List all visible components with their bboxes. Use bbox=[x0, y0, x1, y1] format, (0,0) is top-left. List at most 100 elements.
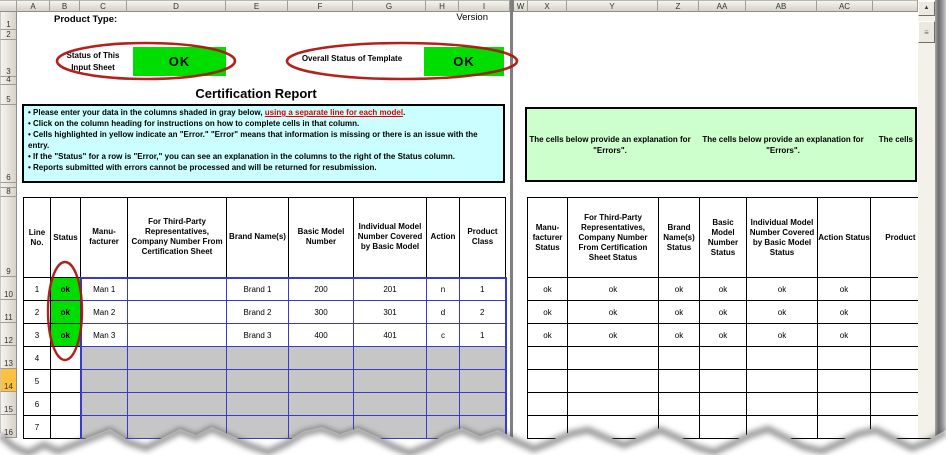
table-cell[interactable] bbox=[699, 369, 747, 393]
select-all-corner[interactable] bbox=[0, 0, 17, 12]
scroll-up-button[interactable]: ▲ bbox=[918, 1, 935, 16]
column-header[interactable]: C bbox=[80, 0, 127, 12]
table-cell[interactable]: ok bbox=[567, 323, 659, 347]
row-header[interactable] bbox=[0, 183, 17, 188]
row-header[interactable]: 8 bbox=[0, 187, 17, 197]
table-cell[interactable]: ok bbox=[817, 277, 871, 301]
column-heading[interactable]: Brand Name(s) bbox=[226, 197, 289, 278]
table-cell[interactable] bbox=[527, 415, 568, 439]
table-cell[interactable]: ok bbox=[658, 277, 700, 301]
table-cell[interactable] bbox=[426, 346, 460, 370]
column-header[interactable]: AC bbox=[817, 0, 873, 12]
table-cell[interactable]: 2 bbox=[23, 300, 51, 324]
table-cell[interactable] bbox=[127, 323, 227, 347]
table-cell[interactable] bbox=[226, 415, 289, 439]
table-cell[interactable]: ok bbox=[658, 300, 700, 324]
table-cell[interactable]: ok bbox=[658, 323, 700, 347]
row-header[interactable]: 6 bbox=[0, 105, 17, 183]
table-cell[interactable]: ok bbox=[699, 323, 747, 347]
column-heading[interactable]: Product Class bbox=[459, 197, 506, 278]
row-header[interactable]: 11 bbox=[0, 300, 17, 323]
column-header[interactable]: H bbox=[426, 0, 459, 12]
column-heading[interactable]: Brand Name(s) Status bbox=[658, 197, 700, 278]
column-heading[interactable]: For Third-Party Representatives, Company… bbox=[567, 197, 659, 278]
row-header[interactable]: 13 bbox=[0, 346, 17, 369]
table-cell[interactable] bbox=[459, 415, 507, 439]
table-cell[interactable]: ok bbox=[527, 277, 568, 301]
row-header-highlighted[interactable]: 14 bbox=[0, 369, 17, 392]
table-cell[interactable]: d bbox=[426, 300, 460, 324]
table-cell[interactable] bbox=[817, 415, 871, 439]
table-cell[interactable] bbox=[699, 415, 747, 439]
column-header[interactable]: Y bbox=[567, 0, 658, 12]
table-cell[interactable]: 5 bbox=[23, 369, 51, 393]
status-cell[interactable] bbox=[50, 392, 81, 416]
table-cell[interactable]: 6 bbox=[23, 392, 51, 416]
table-cell[interactable]: Brand 3 bbox=[226, 323, 289, 347]
table-cell[interactable] bbox=[658, 415, 700, 439]
table-cell[interactable] bbox=[79, 369, 128, 393]
table-cell[interactable]: 200 bbox=[288, 276, 354, 301]
column-header[interactable] bbox=[873, 0, 918, 12]
table-cell[interactable]: ok bbox=[567, 300, 659, 324]
row-header[interactable]: 3 bbox=[0, 40, 17, 77]
table-cell[interactable] bbox=[127, 346, 227, 370]
table-cell[interactable] bbox=[746, 369, 818, 393]
table-cell[interactable] bbox=[817, 369, 871, 393]
table-cell[interactable] bbox=[658, 346, 700, 370]
table-cell[interactable]: ok bbox=[567, 277, 659, 301]
table-cell[interactable] bbox=[817, 346, 871, 370]
table-cell[interactable]: Man 1 bbox=[79, 276, 128, 301]
sheet-status-value[interactable]: OK bbox=[133, 47, 226, 76]
column-header[interactable]: I bbox=[459, 0, 510, 12]
column-heading[interactable]: Manu- facturer bbox=[80, 197, 128, 278]
table-cell[interactable]: ok bbox=[527, 323, 568, 347]
table-cell[interactable]: c bbox=[426, 323, 460, 347]
table-cell[interactable]: Man 3 bbox=[79, 323, 128, 347]
table-cell[interactable] bbox=[426, 392, 460, 416]
table-cell[interactable] bbox=[426, 415, 460, 439]
status-cell[interactable]: ok bbox=[50, 300, 81, 324]
table-cell[interactable]: 400 bbox=[288, 323, 354, 347]
table-cell[interactable] bbox=[699, 392, 747, 416]
table-cell[interactable] bbox=[746, 415, 818, 439]
table-cell[interactable] bbox=[459, 392, 507, 416]
column-header[interactable]: E bbox=[226, 0, 288, 12]
table-cell[interactable] bbox=[79, 415, 128, 439]
column-header[interactable]: G bbox=[353, 0, 426, 12]
table-cell[interactable] bbox=[127, 276, 227, 301]
column-heading[interactable]: Basic Model Number Status bbox=[699, 197, 747, 278]
table-cell[interactable] bbox=[127, 300, 227, 324]
table-cell[interactable]: ok bbox=[699, 300, 747, 324]
table-cell[interactable]: 300 bbox=[288, 300, 354, 324]
table-cell[interactable]: ok bbox=[527, 300, 568, 324]
column-header[interactable]: W bbox=[514, 0, 528, 12]
table-cell[interactable] bbox=[567, 346, 659, 370]
column-header[interactable]: Z bbox=[658, 0, 699, 12]
table-cell[interactable]: 301 bbox=[353, 300, 427, 324]
table-cell[interactable] bbox=[527, 369, 568, 393]
table-cell[interactable] bbox=[567, 415, 659, 439]
table-cell[interactable]: ok bbox=[746, 323, 818, 347]
table-cell[interactable] bbox=[353, 415, 427, 439]
table-cell[interactable]: Brand 2 bbox=[226, 300, 289, 324]
table-cell[interactable]: ok bbox=[746, 300, 818, 324]
table-cell[interactable] bbox=[353, 392, 427, 416]
status-cell[interactable] bbox=[50, 346, 81, 370]
table-cell[interactable]: Man 2 bbox=[79, 300, 128, 324]
table-cell[interactable] bbox=[127, 392, 227, 416]
table-cell[interactable] bbox=[226, 369, 289, 393]
table-cell[interactable]: 1 bbox=[23, 277, 51, 301]
table-cell[interactable]: 201 bbox=[353, 276, 427, 301]
column-heading[interactable]: Individual Model Number Covered by Basic… bbox=[353, 197, 427, 278]
table-cell[interactable] bbox=[288, 369, 354, 393]
table-cell[interactable] bbox=[353, 346, 427, 370]
overall-status-value[interactable]: OK bbox=[424, 47, 504, 76]
table-cell[interactable]: ok bbox=[699, 277, 747, 301]
status-cell[interactable] bbox=[50, 369, 81, 393]
table-cell[interactable] bbox=[459, 369, 507, 393]
table-cell[interactable]: 2 bbox=[459, 300, 507, 324]
column-header[interactable]: A bbox=[17, 0, 50, 12]
table-cell[interactable]: 1 bbox=[459, 276, 507, 301]
table-cell[interactable] bbox=[226, 346, 289, 370]
